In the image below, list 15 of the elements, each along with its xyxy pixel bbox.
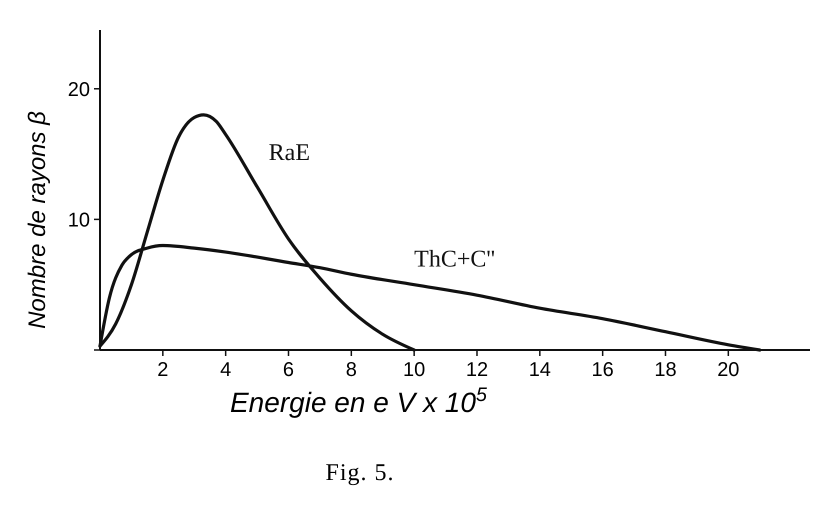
x-tick-label: 10 <box>403 359 426 381</box>
x-tick-label: 20 <box>717 359 740 381</box>
x-tick-label: 16 <box>592 359 614 381</box>
x-tick-label: 4 <box>220 359 232 381</box>
series-label: ThC+C'' <box>414 246 496 273</box>
y-axis-title: Nombre de rayons β <box>24 110 51 329</box>
x-tick-label: 6 <box>282 359 294 381</box>
x-tick-label: 12 <box>466 359 488 381</box>
text: Fig. 5. <box>325 460 395 486</box>
x-axis-title: Energie en e V x 10$^{5}$ <box>230 384 487 418</box>
x-tick-label: 8 <box>346 359 357 381</box>
x-tick-label: 14 <box>528 359 551 381</box>
series-label: RaE <box>268 140 310 166</box>
x-tick-label: 18 <box>654 359 677 381</box>
x-tick-label: 2 <box>157 359 168 381</box>
